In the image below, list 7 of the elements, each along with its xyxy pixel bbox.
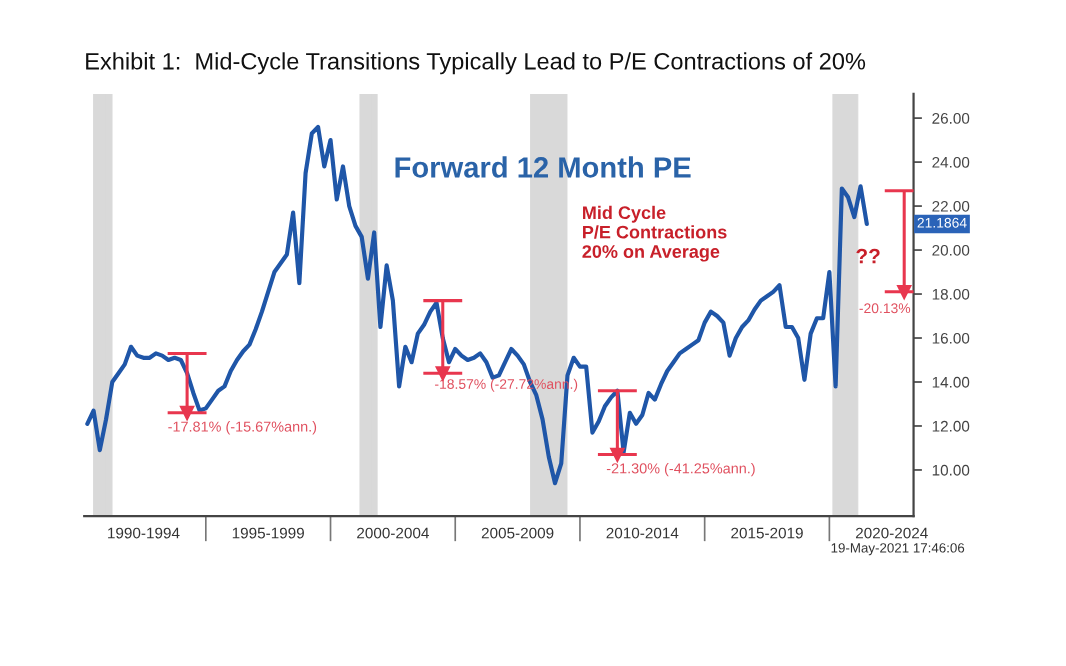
- annotation: ??: [856, 248, 880, 264]
- text: Forward 12 Month PE: [395, 156, 691, 178]
- annotation: Mid Cycle P/E Contractions 20% on Average: [582, 205, 727, 262]
- point: [180, 405, 195, 420]
- point: [610, 447, 625, 462]
- chart-title: Exhibit 1: Mid-Cycle Transitions Typically Lead to P/E Contractions of 20%: [86, 52, 866, 75]
- point: [897, 284, 912, 299]
